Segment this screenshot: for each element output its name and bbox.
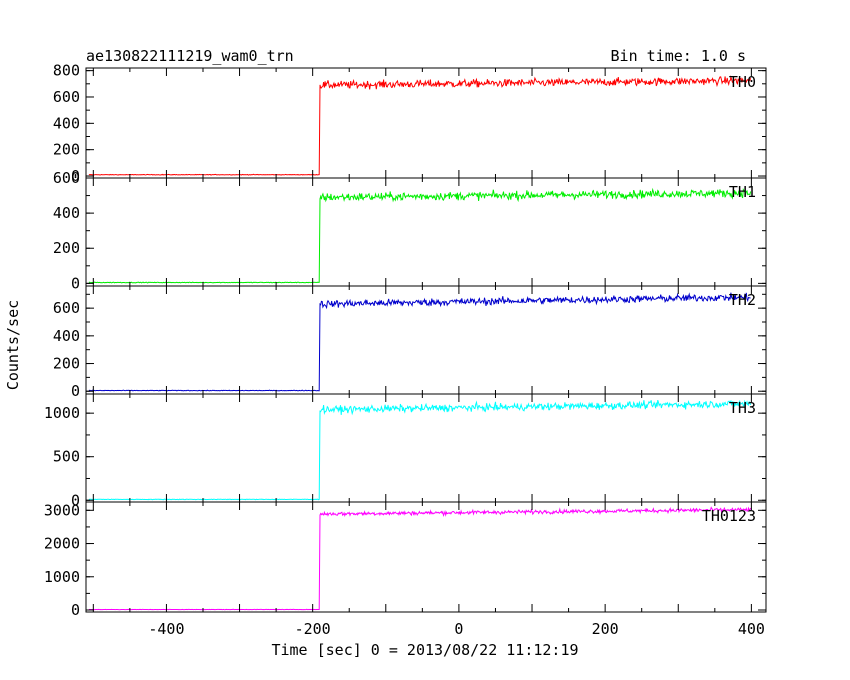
series-label-th0: TH0 bbox=[729, 73, 756, 91]
x-tick-label: 0 bbox=[454, 620, 463, 638]
x-axis-label: Time [sec] 0 = 2013/08/22 11:12:19 bbox=[271, 641, 578, 659]
y-tick-label: 600 bbox=[53, 88, 80, 106]
panel-th3: 0 500 1000 TH3 bbox=[44, 393, 767, 509]
panel-th1: 0 200 400 600 TH1 bbox=[53, 169, 767, 292]
y-tick-label: 0 bbox=[71, 382, 80, 400]
y-tick-label: 800 bbox=[53, 62, 80, 80]
panels-group: 0 200 400 600 800 TH0 0 200 400 600 TH1 0 200 400 600 T… bbox=[44, 62, 767, 619]
y-axis-label: Counts/sec bbox=[4, 300, 22, 390]
y-tick-label: 600 bbox=[53, 169, 80, 187]
x-tick-label: 200 bbox=[592, 620, 619, 638]
y-tick-label: 1000 bbox=[44, 568, 80, 586]
series-line-th1 bbox=[88, 187, 752, 284]
y-tick-label: 0 bbox=[71, 274, 80, 292]
panel-th0123: 0 1000 2000 3000 TH0123 bbox=[44, 501, 767, 619]
y-tick-label: 200 bbox=[53, 355, 80, 373]
chart-title: ae130822111219_wam0_trn bbox=[86, 47, 294, 65]
y-tick-label: 500 bbox=[53, 448, 80, 466]
bin-time-label: Bin time: 1.0 s bbox=[611, 47, 746, 65]
panel-th2: 0 200 400 600 TH2 bbox=[53, 285, 767, 400]
y-tick-label: 3000 bbox=[44, 501, 80, 519]
x-tick-label: 400 bbox=[738, 620, 765, 638]
series-line-th0 bbox=[88, 75, 752, 176]
y-tick-label: 200 bbox=[53, 239, 80, 257]
series-label-th2: TH2 bbox=[729, 291, 756, 309]
panel-frame bbox=[85, 501, 767, 613]
y-tick-label: 0 bbox=[71, 491, 80, 509]
y-tick-label: 1000 bbox=[44, 404, 80, 422]
x-tick-label: -200 bbox=[295, 620, 331, 638]
series-line-th0123 bbox=[88, 506, 752, 611]
y-tick-label: 2000 bbox=[44, 535, 80, 553]
y-tick-label: 400 bbox=[53, 327, 80, 345]
panel-th0: 0 200 400 600 800 TH0 bbox=[53, 62, 767, 185]
y-tick-label: 0 bbox=[71, 167, 80, 185]
series-label-th3: TH3 bbox=[729, 399, 756, 417]
y-tick-label: 400 bbox=[53, 204, 80, 222]
series-label-th1: TH1 bbox=[729, 183, 756, 201]
y-tick-label: 400 bbox=[53, 114, 80, 132]
series-label-th0123: TH0123 bbox=[702, 507, 756, 525]
y-tick-label: 200 bbox=[53, 141, 80, 159]
x-tick-labels: -400 -200 0 200 400 bbox=[148, 620, 765, 638]
y-tick-label: 0 bbox=[71, 601, 80, 619]
series-line-th2 bbox=[88, 292, 751, 392]
panel-frame bbox=[85, 393, 767, 503]
panel-frame bbox=[85, 177, 767, 287]
x-tick-label: -400 bbox=[148, 620, 184, 638]
y-tick-label: 600 bbox=[53, 299, 80, 317]
series-line-th3 bbox=[88, 399, 752, 501]
